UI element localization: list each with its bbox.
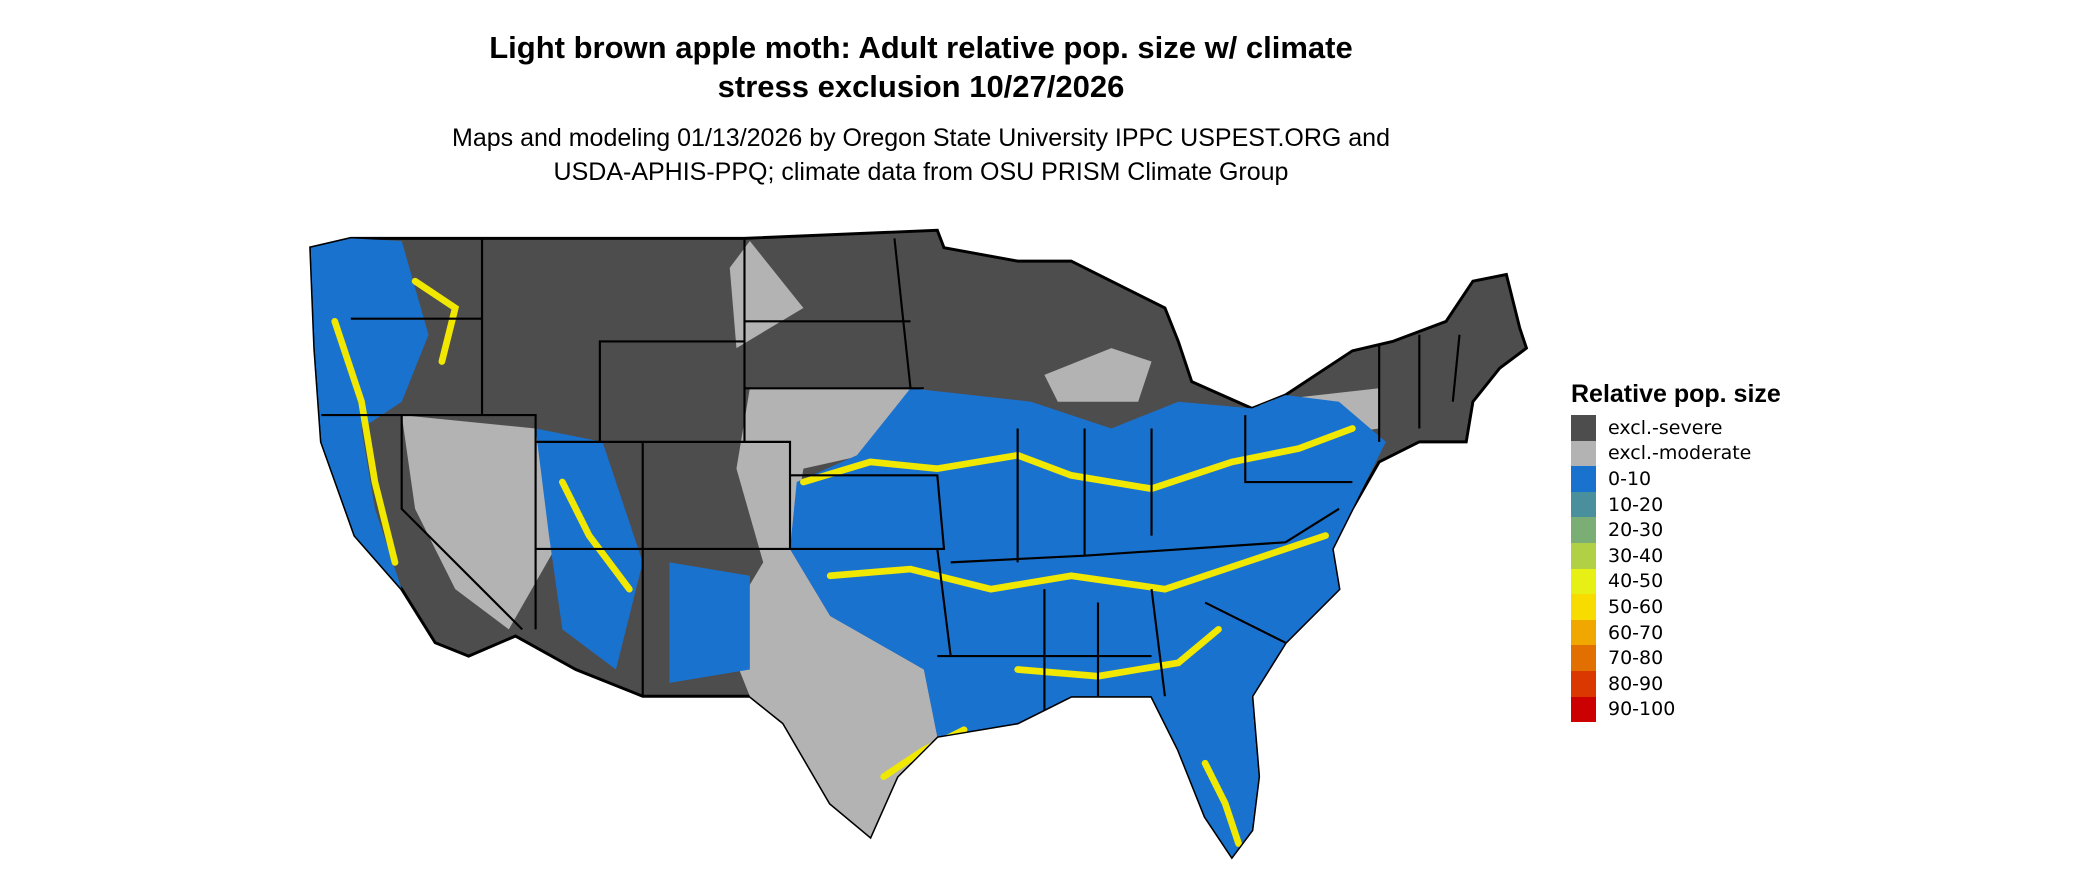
legend-swatch <box>1571 645 1596 671</box>
legend-label: 20-30 <box>1608 519 1664 542</box>
legend-label: excl.-severe <box>1608 416 1723 439</box>
legend-item: excl.-moderate <box>1571 440 1781 467</box>
legend-item: 60-70 <box>1571 619 1781 646</box>
legend-item: 10-20 <box>1571 491 1781 518</box>
moderate-exclusion-region <box>401 241 1380 837</box>
low-population-region <box>310 238 1386 857</box>
legend-label: 0-10 <box>1608 467 1652 490</box>
legend-item: 0-10 <box>1571 466 1781 492</box>
legend-title: Relative pop. size <box>1571 380 1781 408</box>
map-legend: Relative pop. size excl.-severe excl.-mod… <box>1571 380 1781 723</box>
legend-item: 30-40 <box>1571 542 1781 569</box>
legend-label: 50-60 <box>1608 595 1664 618</box>
legend-label: 80-90 <box>1608 672 1664 695</box>
legend-item: 80-90 <box>1571 670 1781 697</box>
legend-label: 60-70 <box>1608 621 1664 644</box>
legend-swatch <box>1571 491 1596 518</box>
legend-swatch <box>1571 542 1596 569</box>
map-subtitle-line2: USDA-APHIS-PPQ; climate data from OSU PR… <box>553 158 1289 186</box>
high-population-bands <box>331 277 1356 847</box>
legend-swatch <box>1571 670 1596 697</box>
legend-label: 90-100 <box>1608 698 1676 721</box>
legend-item: 40-50 <box>1571 568 1781 595</box>
legend-swatch <box>1571 619 1596 646</box>
legend-label: 70-80 <box>1608 647 1664 670</box>
legend-item: 90-100 <box>1571 696 1781 723</box>
legend-item: 50-60 <box>1571 594 1781 620</box>
legend-label: 10-20 <box>1608 493 1664 516</box>
legend-item: 20-30 <box>1571 517 1781 543</box>
map-subtitle-line1: Maps and modeling 01/13/2026 by Oregon S… <box>452 124 1390 152</box>
map-title-line1: Light brown apple moth: Adult relative p… <box>489 30 1353 65</box>
map-title-line2: stress exclusion 10/27/2026 <box>717 69 1125 104</box>
legend-label: 40-50 <box>1608 570 1664 593</box>
legend-swatch <box>1571 466 1596 492</box>
legend-swatch <box>1571 594 1596 620</box>
legend-swatch <box>1571 696 1596 723</box>
state-borders <box>321 238 1461 724</box>
legend-item: excl.-severe <box>1571 415 1781 441</box>
legend-label: excl.-moderate <box>1608 442 1752 465</box>
legend-label: 30-40 <box>1608 544 1664 567</box>
legend-swatch <box>1571 440 1596 467</box>
legend-swatch <box>1571 568 1596 595</box>
legend-swatch <box>1571 415 1596 441</box>
legend-swatch <box>1571 517 1596 543</box>
legend-item: 70-80 <box>1571 645 1781 671</box>
